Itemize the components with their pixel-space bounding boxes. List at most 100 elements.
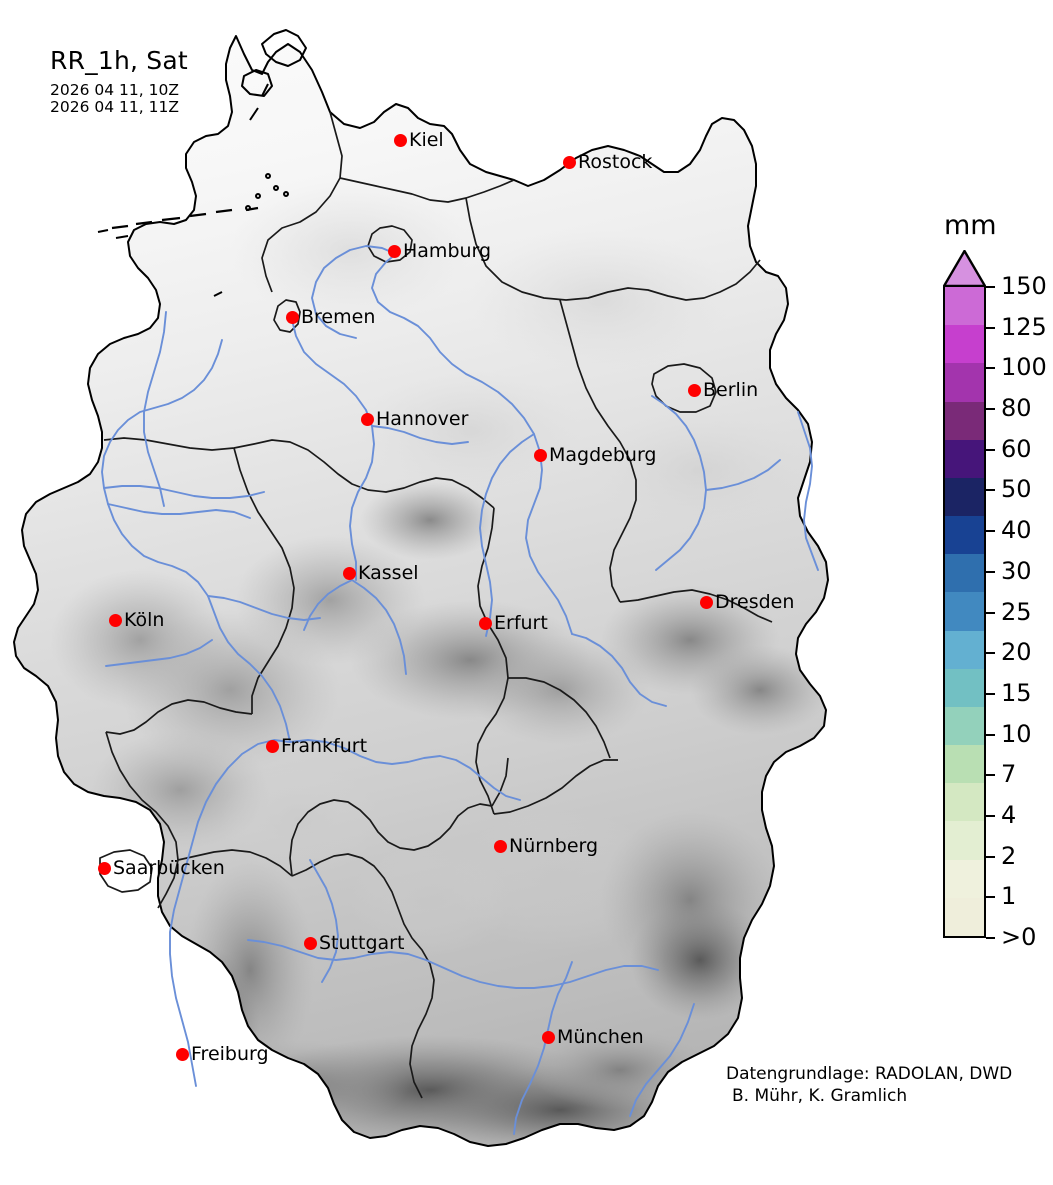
city-label: Nürnberg bbox=[509, 835, 599, 857]
city-marker-frankfurt: Frankfurt bbox=[266, 737, 367, 756]
tick-mark bbox=[986, 326, 995, 329]
tick-label: 1 bbox=[1001, 882, 1017, 911]
city-marker-hamburg: Hamburg bbox=[388, 242, 491, 261]
colorbar-band-6 bbox=[945, 516, 984, 555]
city-marker-koeln: Köln bbox=[109, 611, 164, 630]
tick-label: 40 bbox=[1001, 516, 1032, 545]
colorbar-band-15 bbox=[945, 859, 984, 898]
colorbar-body bbox=[943, 250, 986, 938]
city-marker-rostock: Rostock bbox=[563, 153, 652, 172]
tick-mark bbox=[986, 855, 995, 858]
colorbar-band-0 bbox=[945, 287, 984, 326]
timestamp-block: 2026 04 11, 10Z 2026 04 11, 11Z bbox=[50, 82, 188, 116]
city-dot-icon bbox=[542, 1031, 555, 1044]
tick-mark bbox=[986, 286, 995, 288]
colorbar-band-3 bbox=[945, 401, 984, 440]
timestamp-end: 2026 04 11, 11Z bbox=[50, 98, 179, 116]
city-dot-icon bbox=[109, 614, 122, 627]
colorbar-band-14 bbox=[945, 821, 984, 860]
colorbar-band-16 bbox=[945, 897, 984, 936]
city-dot-icon bbox=[361, 413, 374, 426]
tick-label: 7 bbox=[1001, 760, 1017, 789]
precipitation-map: Kiel Rostock Hamburg Bremen Berlin Hannover Ma… bbox=[13, 29, 829, 1147]
colorbar-band-9 bbox=[945, 630, 984, 669]
city-marker-kiel: Kiel bbox=[394, 131, 444, 150]
tick-label: 4 bbox=[1001, 800, 1017, 829]
tick-mark bbox=[986, 652, 995, 655]
tick-label: 100 bbox=[1001, 353, 1047, 382]
city-dot-icon bbox=[394, 134, 407, 147]
colorbar-unit-label: mm bbox=[944, 210, 997, 241]
colorbar: mm 150 125 100 80 60 50 40 30 25 20 15 10 7 4 2 1 >0 bbox=[930, 0, 1053, 1185]
city-label: Frankfurt bbox=[281, 735, 368, 757]
city-label: Erfurt bbox=[494, 612, 548, 634]
colorbar-band-1 bbox=[945, 325, 984, 364]
colorbar-band-4 bbox=[945, 439, 984, 478]
author-label: B. Mühr, K. Gramlich bbox=[732, 1086, 908, 1106]
tick-mark bbox=[986, 896, 995, 899]
city-marker-erfurt: Erfurt bbox=[479, 614, 548, 633]
city-dot-icon bbox=[479, 617, 492, 630]
city-dot-icon bbox=[343, 567, 356, 580]
tick-mark bbox=[986, 774, 995, 777]
city-dot-icon bbox=[388, 245, 401, 258]
city-dot-icon bbox=[688, 384, 701, 397]
city-marker-berlin: Berlin bbox=[688, 381, 758, 400]
tick-label: 60 bbox=[1001, 434, 1032, 463]
city-dot-icon bbox=[286, 311, 299, 324]
city-marker-kassel: Kassel bbox=[343, 564, 419, 583]
city-label: Saarbücken bbox=[113, 857, 225, 879]
timestamp-start: 2026 04 11, 10Z bbox=[50, 81, 179, 99]
city-marker-magdeburg: Magdeburg bbox=[534, 446, 657, 465]
city-marker-muenchen: München bbox=[542, 1028, 644, 1047]
data-source-label: Datengrundlage: RADOLAN, DWD bbox=[726, 1064, 1013, 1084]
city-label: Bremen bbox=[301, 306, 376, 328]
tick-label: 80 bbox=[1001, 394, 1032, 423]
city-dot-icon bbox=[563, 156, 576, 169]
colorbar-band-2 bbox=[945, 363, 984, 402]
city-label: Dresden bbox=[715, 591, 795, 613]
city-dot-icon bbox=[700, 596, 713, 609]
tick-mark bbox=[986, 489, 995, 492]
tick-mark bbox=[986, 570, 995, 573]
colorbar-band-7 bbox=[945, 554, 984, 593]
city-label: Hamburg bbox=[403, 240, 492, 262]
attribution-block: Datengrundlage: RADOLAN, DWD B. Mühr, K.… bbox=[726, 1063, 1012, 1107]
tick-label: 2 bbox=[1001, 841, 1017, 870]
city-dot-icon bbox=[534, 449, 547, 462]
colorbar-band-8 bbox=[945, 592, 984, 631]
city-marker-hannover: Hannover bbox=[361, 410, 468, 429]
city-marker-saarbuecken: Saarbücken bbox=[98, 859, 225, 878]
colorbar-bands bbox=[943, 287, 986, 938]
tick-mark bbox=[986, 367, 995, 370]
colorbar-band-11 bbox=[945, 706, 984, 746]
city-label: Kassel bbox=[358, 562, 419, 584]
city-dot-icon bbox=[304, 937, 317, 950]
page-title: RR_1h, Sat bbox=[50, 46, 188, 75]
tick-label: 125 bbox=[1001, 312, 1047, 341]
tick-label: 15 bbox=[1001, 678, 1032, 707]
tick-mark bbox=[986, 408, 995, 411]
city-label: Freiburg bbox=[191, 1043, 269, 1065]
tick-mark bbox=[986, 937, 995, 939]
city-marker-stuttgart: Stuttgart bbox=[304, 934, 404, 953]
tick-mark bbox=[986, 530, 995, 533]
tick-mark bbox=[986, 733, 995, 736]
map-canvas bbox=[13, 29, 829, 1147]
colorbar-max-arrow bbox=[943, 250, 986, 287]
city-marker-dresden: Dresden bbox=[700, 593, 794, 612]
tick-mark bbox=[986, 448, 995, 451]
tick-label: 25 bbox=[1001, 597, 1032, 626]
city-dot-icon bbox=[494, 840, 507, 853]
tick-mark bbox=[986, 611, 995, 614]
tick-label: 20 bbox=[1001, 638, 1032, 667]
colorbar-band-5 bbox=[945, 477, 984, 517]
city-label: Rostock bbox=[578, 151, 653, 173]
city-marker-freiburg: Freiburg bbox=[176, 1045, 269, 1064]
tick-mark bbox=[986, 814, 995, 817]
tick-label: 150 bbox=[1001, 272, 1047, 300]
city-label: Berlin bbox=[703, 379, 759, 401]
colorbar-band-12 bbox=[945, 745, 984, 784]
colorbar-band-10 bbox=[945, 668, 984, 707]
country-outline bbox=[13, 29, 829, 1147]
